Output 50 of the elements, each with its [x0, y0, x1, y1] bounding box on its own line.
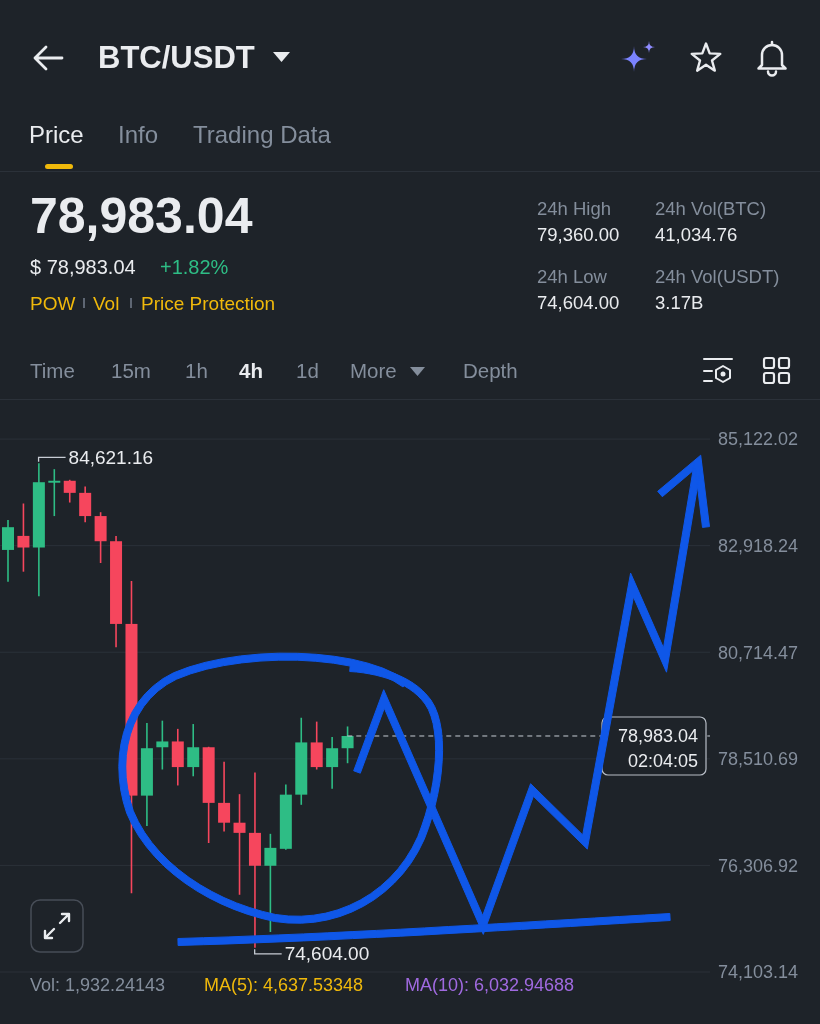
chart-subtitle: 78,983.04 [30, 188, 253, 244]
text: 15m [111, 358, 151, 382]
annotation: 74,604.00 [284, 943, 370, 965]
y-tick-label: 85,122.02 [718, 429, 799, 450]
candlestick [264, 833, 277, 933]
candlestick [218, 760, 231, 833]
text: Depth [463, 358, 518, 382]
text: +1.82% [160, 256, 229, 278]
candlestick [2, 519, 14, 583]
text: 1h [185, 358, 208, 382]
text: More [350, 358, 397, 382]
ref-line-label: 78,983.04 [617, 725, 698, 746]
candlestick [233, 793, 246, 896]
text: Info [118, 121, 159, 148]
candlestick [341, 725, 354, 765]
candlestick [326, 736, 339, 790]
text: 24h Vol(USDT) [655, 265, 780, 287]
candlestick [48, 468, 61, 517]
candlestick [79, 485, 92, 524]
candlestick [187, 723, 200, 778]
chart-title: BTC/USDT [98, 39, 255, 75]
annotation: 84,621.16 [68, 446, 154, 468]
candlestick [156, 719, 169, 771]
text: 1d [296, 358, 319, 382]
candlestick [17, 502, 30, 573]
text: MA(5): 4,637.53348 [204, 975, 364, 995]
text: 24h Low [537, 265, 607, 287]
text: MA(10): 6,032.94688 [405, 975, 575, 995]
y-tick-label: 78,510.69 [718, 749, 799, 770]
text: Vol [93, 292, 120, 314]
text: 3.17B [655, 291, 704, 313]
text: 24h High [537, 197, 612, 219]
text: Trading Data [193, 121, 331, 148]
text: 79,360.00 [537, 223, 620, 245]
text: Price Protection [141, 292, 276, 314]
annotation: 02:04:05 [627, 750, 698, 771]
text: POW [30, 292, 76, 314]
text: $ 78,983.04 [30, 256, 136, 278]
text: 41,034.76 [655, 223, 738, 245]
candlestick [63, 479, 76, 504]
text: Price [29, 121, 84, 148]
text: 4h [239, 358, 263, 382]
y-tick-label: 80,714.47 [718, 642, 799, 663]
y-tick-label: 76,306.92 [718, 855, 799, 876]
text: 24h Vol(BTC) [655, 197, 767, 219]
text: Vol: 1,932.24143 [30, 975, 166, 995]
text: Time [30, 358, 75, 382]
y-tick-label: 74,103.14 [718, 962, 799, 983]
text: 74,604.00 [537, 291, 620, 313]
y-tick-label: 82,918.24 [718, 536, 799, 557]
